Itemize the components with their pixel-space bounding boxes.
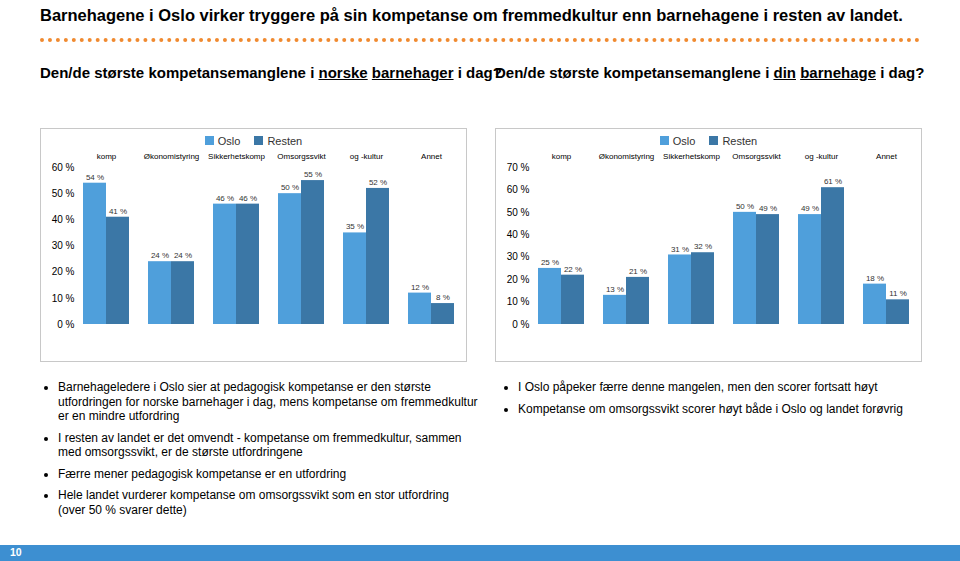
svg-text:18 %: 18 % (866, 274, 884, 283)
svg-text:31 %: 31 % (671, 245, 689, 254)
html-text:Færre mener pedagogisk kompeta: Færre mener pedagogisk kompetanse er en … (58, 466, 347, 481)
svg-text:46 %: 46 % (239, 194, 257, 203)
html-text:Resten: Resten (267, 135, 303, 147)
svg-text:50 %: 50 % (281, 183, 299, 192)
svg-text:49 %: 49 % (801, 204, 819, 213)
svg-text:Økonomistyring: Økonomistyring (599, 153, 655, 161)
svg-text:12 %: 12 % (411, 283, 429, 292)
svg-text:54 %: 54 % (86, 173, 104, 182)
svg-text:50 %: 50 % (736, 202, 754, 211)
svg-text:30 %: 30 % (52, 240, 75, 251)
svg-text:0 %: 0 % (512, 319, 529, 330)
svg-text:Omsorgssvikt: Omsorgssvikt (732, 153, 781, 161)
html-text:Barnehagene i Oslo virker tryg: Barnehagene i Oslo virker tryggere på si… (40, 6, 903, 24)
html-text:Den/de største kompetansemangl: Den/de største kompetansemanglene i nors… (40, 64, 502, 81)
svg-text:Fremmedspråkog -kultur: Fremmedspråkog -kultur (795, 153, 850, 161)
svg-text:50 %: 50 % (507, 207, 530, 218)
svg-text:Sikkerhetskomp: Sikkerhetskomp (663, 153, 720, 161)
svg-text:40 %: 40 % (507, 229, 530, 240)
html-text:Den/de største kompetansemangl: Den/de største kompetansemanglene i din … (495, 64, 925, 81)
html-text:10: 10 (10, 546, 22, 558)
svg-text:Fremmedspråkog -kultur: Fremmedspråkog -kultur (340, 153, 395, 161)
svg-text:Pedagogiskkomp: Pedagogiskkomp (541, 153, 584, 161)
html-text:I resten av landet er det omve: I resten av landet er det omvendt - komp… (58, 430, 462, 459)
svg-text:Annet: Annet (876, 153, 898, 161)
html-text:Kompetanse om omsorgssvikt sco: Kompetanse om omsorgssvikt scorer høyt b… (518, 401, 903, 416)
svg-text:25 %: 25 % (541, 258, 559, 267)
svg-text:8 %: 8 % (436, 293, 450, 302)
svg-text:20 %: 20 % (52, 266, 75, 277)
svg-text:70 %: 70 % (507, 162, 530, 173)
svg-text:Sikkerhetskomp: Sikkerhetskomp (208, 153, 265, 161)
svg-text:Annet: Annet (421, 153, 443, 161)
svg-text:35 %: 35 % (346, 222, 364, 231)
svg-text:61 %: 61 % (824, 177, 842, 186)
svg-text:Pedagogiskkomp: Pedagogiskkomp (86, 153, 129, 161)
svg-text:30 %: 30 % (507, 251, 530, 262)
svg-text:55 %: 55 % (304, 170, 322, 179)
svg-text:24 %: 24 % (174, 251, 192, 260)
html-text:I Oslo påpeker færre denne man: I Oslo påpeker færre denne mangelen, men… (518, 380, 878, 394)
html-text:Hele landet vurderer kompetans: Hele landet vurderer kompetanse om omsor… (58, 488, 449, 517)
svg-text:46 %: 46 % (216, 194, 234, 203)
svg-text:60 %: 60 % (507, 184, 530, 195)
svg-text:40 %: 40 % (52, 214, 75, 225)
html-text:Oslo: Oslo (672, 135, 696, 147)
svg-text:Omsorgssvikt: Omsorgssvikt (277, 153, 326, 161)
svg-text:22 %: 22 % (564, 265, 582, 274)
svg-text:0 %: 0 % (57, 319, 74, 330)
svg-text:10 %: 10 % (507, 296, 530, 307)
svg-text:32 %: 32 % (694, 242, 712, 251)
html-text:Barnehageledere i Oslo sier at: Barnehageledere i Oslo sier at pedagogis… (58, 380, 478, 423)
svg-text:50 %: 50 % (52, 188, 75, 199)
html-text:Resten: Resten (722, 135, 758, 147)
svg-text:20 %: 20 % (507, 274, 530, 285)
svg-text:Økonomistyring: Økonomistyring (144, 153, 200, 161)
svg-text:49 %: 49 % (759, 204, 777, 213)
html-text:Oslo: Oslo (217, 135, 241, 147)
svg-text:24 %: 24 % (151, 251, 169, 260)
svg-text:41 %: 41 % (109, 207, 127, 216)
svg-text:60 %: 60 % (52, 162, 75, 173)
svg-text:10 %: 10 % (52, 293, 75, 304)
svg-text:13 %: 13 % (606, 285, 624, 294)
svg-text:21 %: 21 % (629, 267, 647, 276)
svg-text:52 %: 52 % (369, 178, 387, 187)
svg-text:11 %: 11 % (889, 289, 907, 298)
